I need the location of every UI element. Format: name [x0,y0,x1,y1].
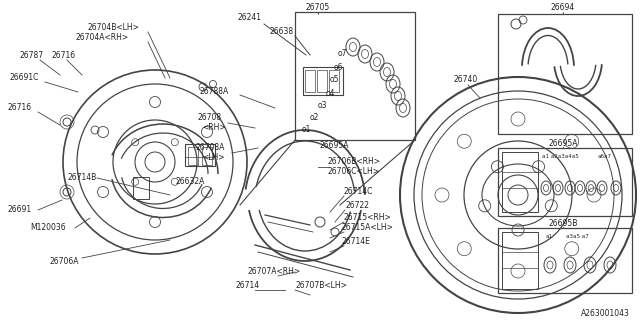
Text: 26706C<LH>: 26706C<LH> [328,167,380,177]
Text: M120036: M120036 [30,223,66,233]
Bar [188,147,198,165]
Text: o5: o5 [330,76,339,84]
Text: 26632A: 26632A [175,178,204,187]
Bar [498,14,632,134]
Text: 26740: 26740 [453,76,477,84]
Text: 26704B<LH>: 26704B<LH> [88,22,140,31]
Text: <LH>: <LH> [202,154,225,163]
Text: a1 a2a3a4a5: a1 a2a3a4a5 [542,155,579,159]
Text: 26716: 26716 [8,103,32,113]
Text: 26695A: 26695A [548,139,578,148]
Text: o6: o6 [334,62,344,71]
Text: A263001043: A263001043 [581,308,630,317]
Text: 26695B: 26695B [548,219,578,228]
Text: 26715<RH>: 26715<RH> [344,213,392,222]
Bar [498,228,632,293]
Text: 26708A: 26708A [196,143,225,153]
Text: 26722: 26722 [345,201,369,210]
Bar [303,67,343,95]
Bar [498,148,632,216]
Bar [202,147,212,165]
Bar [305,70,315,92]
Text: 26694: 26694 [551,4,575,12]
Text: o3: o3 [318,101,328,110]
Text: 26708: 26708 [198,114,222,123]
Text: a3a5 a7: a3a5 a7 [566,235,589,239]
Text: 26714B: 26714B [68,173,97,182]
Text: 26716: 26716 [52,51,76,60]
Text: 26788A: 26788A [200,87,229,97]
Text: 26241: 26241 [238,13,262,22]
Text: 26691C: 26691C [10,74,40,83]
Text: a1: a1 [546,235,553,239]
Text: 26705: 26705 [305,4,329,12]
Bar [502,152,538,212]
Text: 26706A: 26706A [50,258,79,267]
Bar [295,12,415,140]
Text: a6a7: a6a7 [598,155,612,159]
Text: 26704A<RH>: 26704A<RH> [75,34,128,43]
Bar [185,144,215,166]
Text: 26707B<LH>: 26707B<LH> [295,281,347,290]
Text: o4: o4 [326,89,335,98]
Text: o7: o7 [338,50,348,59]
Text: 26787: 26787 [20,51,44,60]
Text: <RH>: <RH> [202,124,226,132]
Text: 26707A<RH>: 26707A<RH> [248,268,301,276]
Text: 26691: 26691 [8,205,32,214]
Bar [133,177,149,199]
Text: o1: o1 [302,125,312,134]
Text: 26715A<LH>: 26715A<LH> [342,223,394,233]
Bar [502,232,538,289]
Text: 26714: 26714 [235,281,259,290]
Bar [329,70,339,92]
Text: o2: o2 [310,114,319,123]
Text: 26714E: 26714E [342,237,371,246]
Bar [317,70,327,92]
Text: 26714C: 26714C [344,188,373,196]
Text: 26638: 26638 [270,28,294,36]
Text: 26706B<RH>: 26706B<RH> [328,157,381,166]
Text: 26695A: 26695A [320,140,349,149]
